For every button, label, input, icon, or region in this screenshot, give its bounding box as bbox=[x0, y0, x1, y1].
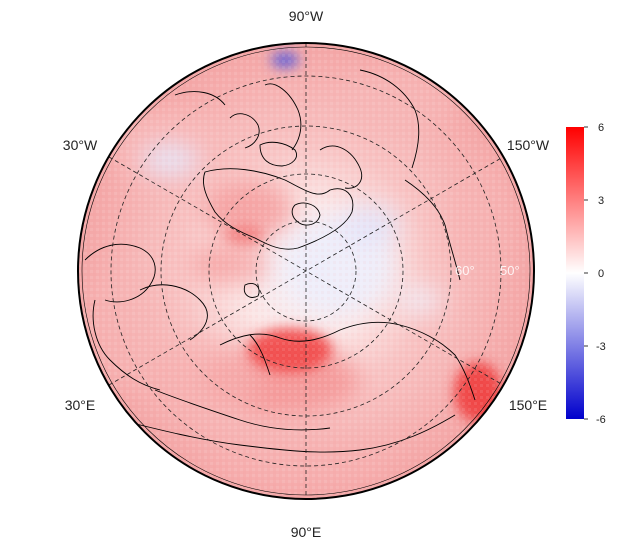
lat-label-50: 50° bbox=[500, 263, 520, 278]
colorbar-tick-neg6: -6 bbox=[596, 414, 606, 426]
lon-label-150w: 150°W bbox=[507, 137, 550, 153]
lat-label-60: 60° bbox=[455, 263, 475, 278]
lon-label-90e: 90°E bbox=[291, 524, 322, 540]
lon-label-90w: 90°W bbox=[289, 8, 324, 24]
lon-label-150e: 150°E bbox=[509, 397, 547, 413]
coastlines bbox=[84, 69, 476, 453]
colorbar: 6 3 0 -3 -6 bbox=[566, 122, 606, 426]
colorbar-tick-6: 6 bbox=[598, 122, 604, 134]
lon-label-30e: 30°E bbox=[65, 397, 96, 413]
colorbar-tick-0: 0 bbox=[598, 268, 604, 280]
map-inner-border bbox=[81, 46, 531, 496]
colorbar-tick-neg3: -3 bbox=[596, 341, 606, 353]
colorbar-tick-3: 3 bbox=[598, 195, 604, 207]
meridians bbox=[108, 43, 504, 499]
lon-label-30w: 30°W bbox=[63, 137, 98, 153]
colorbar-ramp bbox=[566, 127, 584, 419]
map-border bbox=[77, 42, 535, 500]
